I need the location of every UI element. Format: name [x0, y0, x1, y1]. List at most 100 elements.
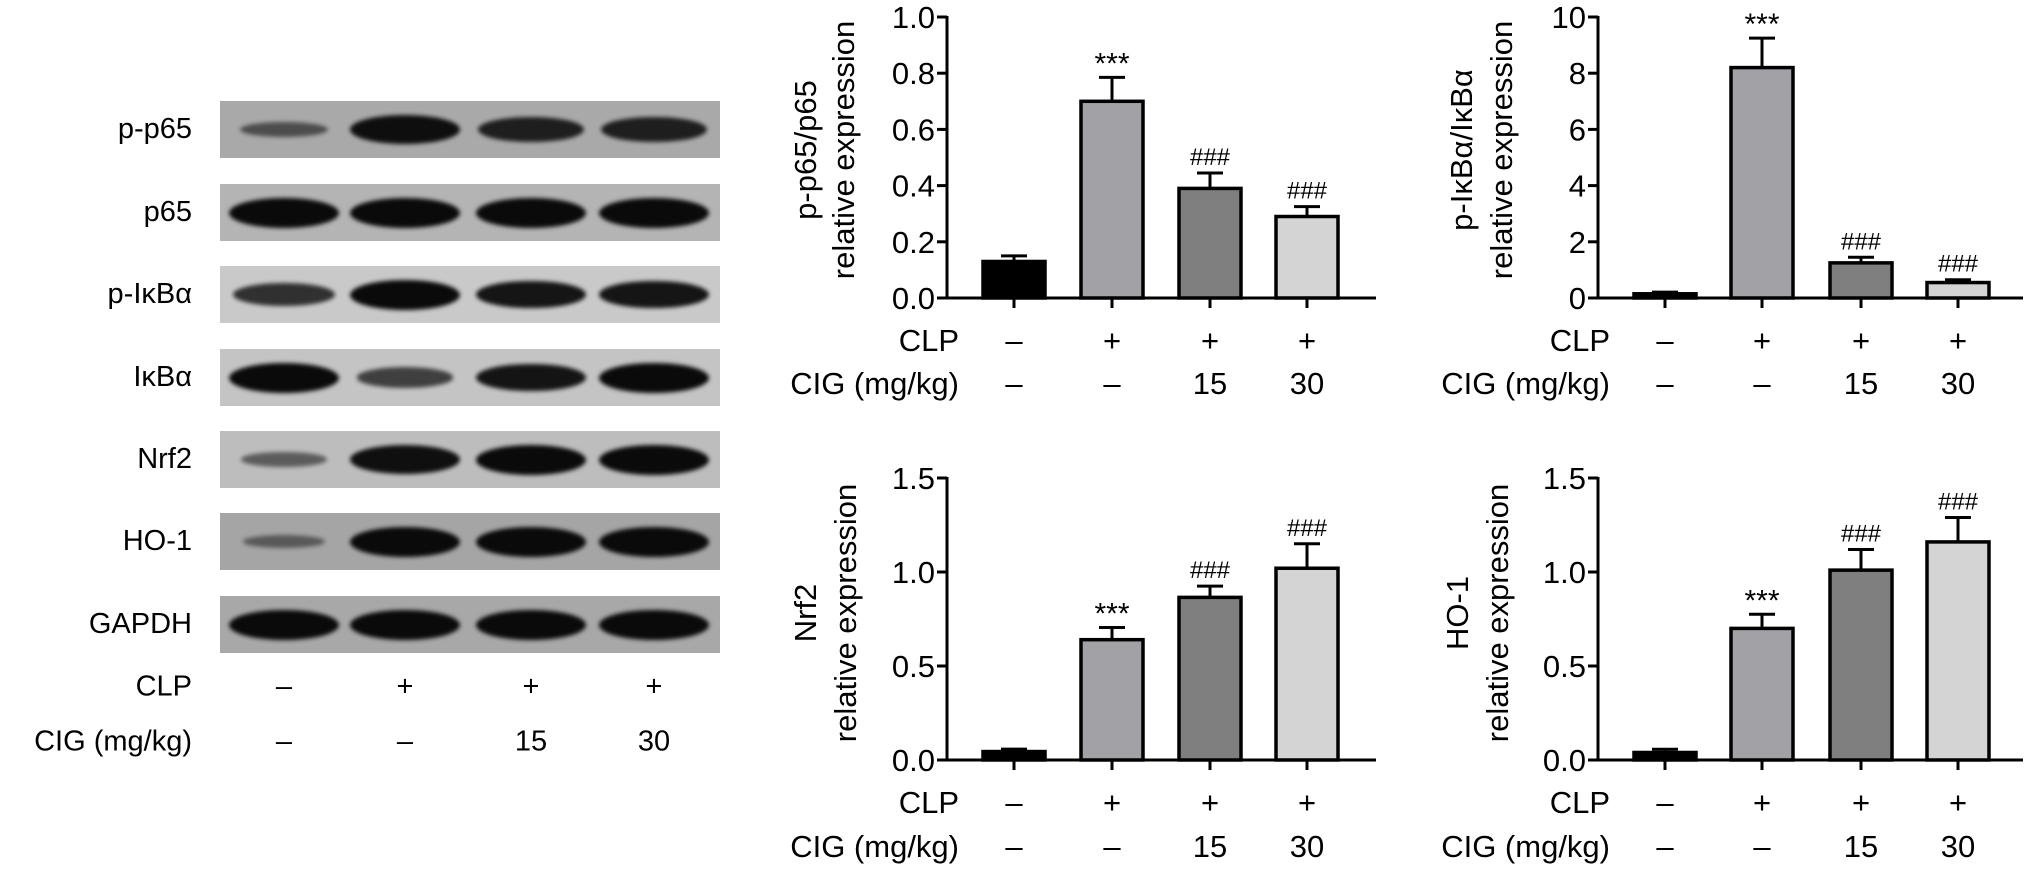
bar — [1274, 214, 1340, 300]
cig-value: – — [1753, 366, 1771, 401]
y-axis-label: relative expression — [826, 21, 861, 279]
clp-value: + — [1753, 785, 1771, 820]
y-tick-label: 4 — [1569, 169, 1586, 204]
y-tick-label: 1.0 — [1543, 555, 1586, 590]
significance-label: *** — [1094, 597, 1129, 630]
protein-band — [242, 535, 326, 548]
y-tick-label: 1.5 — [1543, 461, 1586, 496]
protein-band — [476, 526, 586, 557]
blot-strip — [220, 101, 720, 158]
y-tick-label: 0.0 — [892, 281, 935, 316]
y-axis-label: Nrf2 — [788, 584, 823, 643]
protein-band — [476, 197, 586, 228]
y-tick-label: 0.5 — [892, 649, 935, 684]
cig-value: 30 — [1941, 366, 1975, 401]
blot-cig-value: 30 — [637, 725, 671, 758]
y-tick-label: 0.0 — [1543, 743, 1586, 778]
clp-value: + — [1949, 785, 1967, 820]
significance-label: ### — [1841, 520, 1882, 547]
cig-value: – — [1005, 366, 1023, 401]
y-tick-label: 0.4 — [892, 169, 935, 204]
clp-value: + — [1298, 785, 1316, 820]
cig-value: 30 — [1290, 366, 1324, 401]
bar — [1925, 540, 1991, 762]
cig-value: 30 — [1941, 829, 1975, 864]
blot-strip — [220, 513, 720, 570]
blot-cig-value: – — [396, 725, 414, 758]
bar — [1632, 292, 1698, 300]
protein-band — [350, 279, 460, 310]
significance-label: ### — [1938, 488, 1979, 515]
protein-band — [350, 609, 460, 640]
clp-value: – — [1656, 785, 1674, 820]
blot-cig-value: 15 — [514, 725, 548, 758]
clp-value: – — [1656, 323, 1674, 358]
cig-value: 15 — [1844, 366, 1878, 401]
y-tick-label: 6 — [1569, 112, 1586, 147]
bar — [1729, 626, 1795, 762]
y-axis-label: HO-1 — [1440, 576, 1475, 650]
blot-strip — [220, 596, 720, 653]
protein-band — [350, 197, 460, 228]
bar — [981, 749, 1047, 762]
blot-strip — [220, 349, 720, 406]
clp-row-label: CLP — [899, 323, 959, 358]
clp-row-label: CLP — [899, 785, 959, 820]
cig-value: – — [1753, 829, 1771, 864]
cig-value: 15 — [1193, 829, 1227, 864]
clp-value: – — [1005, 323, 1023, 358]
y-tick-label: 8 — [1569, 56, 1586, 91]
protein-band — [229, 197, 339, 228]
significance-label: ### — [1287, 178, 1328, 205]
protein-band — [599, 197, 709, 228]
bar — [1828, 261, 1894, 300]
protein-band — [240, 121, 328, 138]
blot-row-label: p-IκBα — [107, 278, 192, 310]
protein-band — [350, 115, 460, 144]
cig-value: 15 — [1844, 829, 1878, 864]
y-tick-label: 0.0 — [892, 743, 935, 778]
bar — [1828, 568, 1894, 762]
cig-value: – — [1005, 829, 1023, 864]
blot-clp-value: + — [645, 670, 663, 703]
y-tick-label: 0.5 — [1543, 649, 1586, 684]
cig-row-label: CIG (mg/kg) — [1441, 366, 1610, 401]
blot-row-label: p65 — [143, 196, 192, 228]
y-axis-label: p-IκBα/IκBα — [1444, 69, 1479, 231]
significance-label: *** — [1744, 584, 1779, 617]
y-tick-label: 1.5 — [892, 461, 935, 496]
blot-cig-label: CIG (mg/kg) — [34, 725, 192, 758]
blot-strip — [220, 184, 720, 241]
y-tick-label: 0 — [1569, 281, 1586, 316]
blot-cig-value: – — [275, 725, 293, 758]
y-axis-label: p-p65/p65 — [788, 80, 823, 220]
blot-row-label: p-p65 — [117, 113, 192, 145]
cig-value: – — [1656, 366, 1674, 401]
y-tick-label: 0.8 — [892, 56, 935, 91]
bar — [1079, 99, 1145, 300]
protein-band — [599, 444, 709, 475]
blot-clp-label: CLP — [135, 670, 192, 703]
clp-value: + — [1103, 785, 1121, 820]
y-tick-label: 1.0 — [892, 0, 935, 35]
protein-band — [599, 609, 709, 640]
cig-value: 30 — [1290, 829, 1324, 864]
clp-value: + — [1201, 785, 1219, 820]
cig-row-label: CIG (mg/kg) — [1441, 829, 1610, 864]
clp-value: + — [1852, 323, 1870, 358]
clp-value: + — [1949, 323, 1967, 358]
y-axis-label: relative expression — [1480, 484, 1515, 742]
significance-label: ### — [1841, 228, 1882, 255]
blot-clp-value: + — [396, 670, 414, 703]
bar — [1177, 186, 1243, 300]
y-tick-label: 0.6 — [892, 112, 935, 147]
y-tick-label: 10 — [1552, 0, 1586, 35]
blot-row-label: GAPDH — [88, 608, 192, 640]
blot-row-label: IκBα — [133, 361, 192, 393]
protein-band — [229, 362, 339, 393]
cig-value: 15 — [1193, 366, 1227, 401]
protein-band — [476, 609, 586, 640]
y-axis-label: relative expression — [828, 484, 863, 742]
protein-band — [476, 280, 586, 309]
